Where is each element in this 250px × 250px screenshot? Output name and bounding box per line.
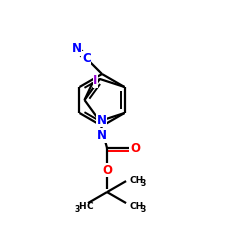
Text: CH: CH — [129, 176, 143, 184]
Text: N: N — [97, 114, 107, 126]
Text: N: N — [72, 42, 82, 55]
Text: 3: 3 — [140, 178, 145, 188]
Text: C: C — [82, 52, 91, 65]
Text: O: O — [130, 142, 140, 154]
Text: CH: CH — [129, 202, 143, 210]
Text: 3: 3 — [140, 204, 145, 214]
Text: O: O — [102, 164, 112, 176]
Text: 3: 3 — [75, 204, 80, 214]
Text: C: C — [86, 202, 93, 210]
Text: N: N — [97, 129, 107, 142]
Text: I: I — [93, 74, 98, 88]
Text: H: H — [78, 202, 86, 210]
